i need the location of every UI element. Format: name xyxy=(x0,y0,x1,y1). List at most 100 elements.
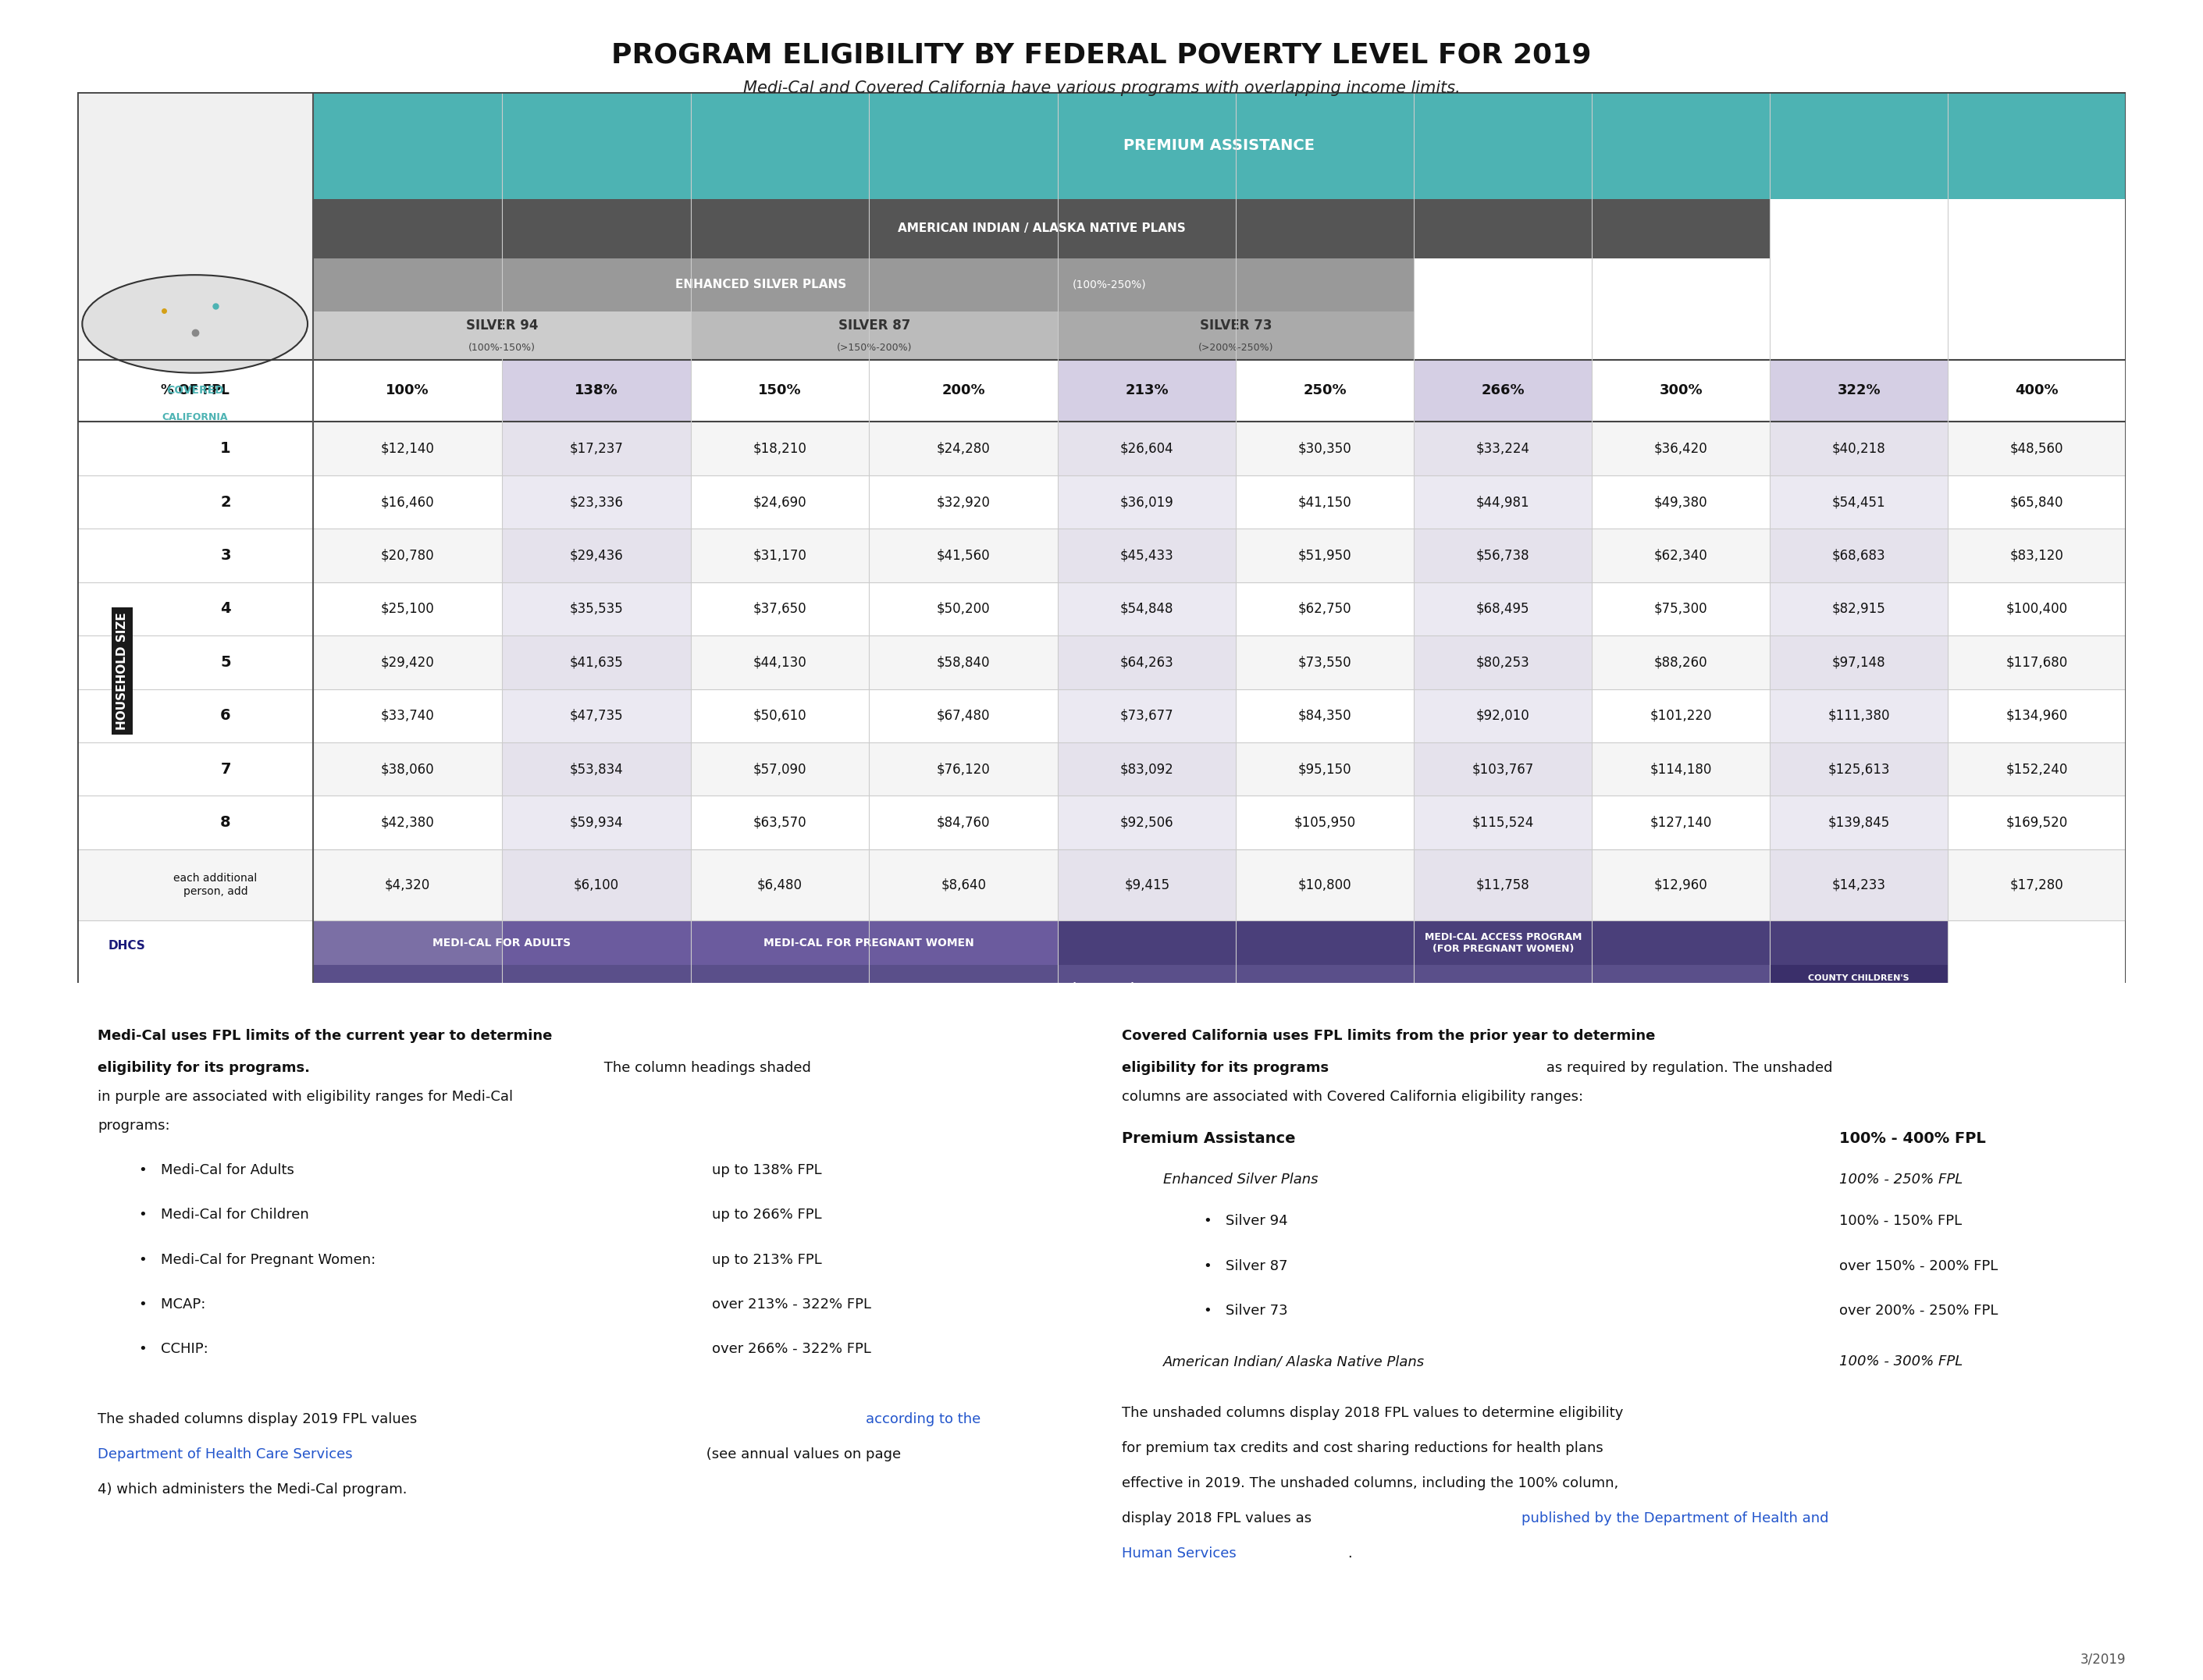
Bar xyxy=(313,635,2126,689)
Bar xyxy=(1769,964,1947,1010)
Bar xyxy=(313,475,2126,529)
Text: $9,415: $9,415 xyxy=(1124,879,1170,892)
Text: PROGRAM ELIGIBILITY BY FEDERAL POVERTY LEVEL FOR 2019: PROGRAM ELIGIBILITY BY FEDERAL POVERTY L… xyxy=(612,42,1591,69)
Text: HOUSEHOLD SIZE: HOUSEHOLD SIZE xyxy=(117,612,128,731)
Bar xyxy=(1057,796,1236,850)
Text: $14,233: $14,233 xyxy=(1833,879,1886,892)
Circle shape xyxy=(82,276,308,373)
Text: •   Medi-Cal for Children: • Medi-Cal for Children xyxy=(139,1208,308,1221)
Text: $32,920: $32,920 xyxy=(936,496,991,509)
Bar xyxy=(1414,583,1593,635)
Bar xyxy=(77,635,313,689)
Text: 150%: 150% xyxy=(758,383,802,398)
Text: effective in 2019. The unshaded columns, including the 100% column,: effective in 2019. The unshaded columns,… xyxy=(1121,1477,1619,1490)
Bar xyxy=(77,689,313,743)
Text: $6,100: $6,100 xyxy=(573,879,619,892)
Text: MEDI-CAL FOR KIDS (0-18 yrs.): MEDI-CAL FOR KIDS (0-18 yrs.) xyxy=(947,981,1135,993)
Text: up to 138% FPL: up to 138% FPL xyxy=(712,1163,822,1178)
Bar xyxy=(502,743,692,796)
Bar xyxy=(1769,796,1947,850)
Text: $82,915: $82,915 xyxy=(1833,601,1886,617)
Bar xyxy=(77,475,313,529)
Text: $84,350: $84,350 xyxy=(1298,709,1353,722)
Text: MEDI-CAL FOR ADULTS: MEDI-CAL FOR ADULTS xyxy=(432,937,571,948)
Text: $83,092: $83,092 xyxy=(1119,763,1174,776)
Text: $44,981: $44,981 xyxy=(1476,496,1529,509)
Text: (100%-250%): (100%-250%) xyxy=(1073,279,1146,291)
Text: $92,506: $92,506 xyxy=(1119,815,1174,830)
Bar xyxy=(77,796,313,850)
Text: $92,010: $92,010 xyxy=(1476,709,1529,722)
Text: $38,060: $38,060 xyxy=(381,763,434,776)
Text: $36,420: $36,420 xyxy=(1654,442,1707,455)
Text: 250%: 250% xyxy=(1304,383,1346,398)
Text: according to the: according to the xyxy=(866,1413,980,1426)
Text: $51,950: $51,950 xyxy=(1298,548,1353,563)
Bar xyxy=(77,921,313,1010)
Bar xyxy=(313,311,692,360)
Text: 4: 4 xyxy=(220,601,231,617)
Text: $58,840: $58,840 xyxy=(936,655,989,669)
Text: $152,240: $152,240 xyxy=(2007,763,2069,776)
Text: (see annual values on page: (see annual values on page xyxy=(703,1446,901,1462)
Bar xyxy=(1769,743,1947,796)
Bar xyxy=(1057,360,1236,422)
Bar xyxy=(1414,475,1593,529)
Bar xyxy=(1414,850,1593,921)
Text: $103,767: $103,767 xyxy=(1472,763,1533,776)
Text: $47,735: $47,735 xyxy=(571,709,623,722)
Text: up to 213% FPL: up to 213% FPL xyxy=(712,1253,822,1267)
Bar xyxy=(502,360,692,422)
Text: eligibility for its programs.: eligibility for its programs. xyxy=(97,1062,311,1075)
Text: $125,613: $125,613 xyxy=(1828,763,1890,776)
Bar xyxy=(1057,475,1236,529)
Text: 400%: 400% xyxy=(2016,383,2058,398)
Text: $49,380: $49,380 xyxy=(1654,496,1707,509)
Text: $169,520: $169,520 xyxy=(2007,815,2069,830)
Bar xyxy=(77,529,313,583)
Text: $41,560: $41,560 xyxy=(936,548,989,563)
Bar xyxy=(313,743,2126,796)
Text: The shaded columns display 2019 FPL values: The shaded columns display 2019 FPL valu… xyxy=(97,1413,421,1426)
Text: $50,610: $50,610 xyxy=(753,709,806,722)
Text: % OF FPL: % OF FPL xyxy=(161,383,229,398)
Bar xyxy=(1057,635,1236,689)
Text: up to 266% FPL: up to 266% FPL xyxy=(712,1208,822,1221)
Text: $29,420: $29,420 xyxy=(381,655,434,669)
Text: $35,535: $35,535 xyxy=(571,601,623,617)
Text: $18,210: $18,210 xyxy=(753,442,806,455)
Bar xyxy=(1414,422,1593,475)
Text: $117,680: $117,680 xyxy=(2007,655,2069,669)
Text: $114,180: $114,180 xyxy=(1650,763,1712,776)
Text: $40,218: $40,218 xyxy=(1833,442,1886,455)
Text: Department of Health Care Services: Department of Health Care Services xyxy=(97,1446,352,1462)
Text: 3/2019: 3/2019 xyxy=(2080,1653,2126,1667)
Text: American Indian/ Alaska Native Plans: American Indian/ Alaska Native Plans xyxy=(1163,1354,1425,1369)
Bar xyxy=(313,689,2126,743)
Text: $45,433: $45,433 xyxy=(1119,548,1174,563)
Text: $6,480: $6,480 xyxy=(758,879,802,892)
Text: Enhanced Silver Plans: Enhanced Silver Plans xyxy=(1163,1173,1317,1186)
Text: $65,840: $65,840 xyxy=(2009,496,2064,509)
Text: $80,253: $80,253 xyxy=(1476,655,1529,669)
Text: $95,150: $95,150 xyxy=(1298,763,1353,776)
Text: $37,650: $37,650 xyxy=(753,601,806,617)
Text: $54,848: $54,848 xyxy=(1121,601,1174,617)
Text: in purple are associated with eligibility ranges for Medi-Cal: in purple are associated with eligibilit… xyxy=(97,1090,513,1104)
Text: $62,340: $62,340 xyxy=(1654,548,1707,563)
Bar xyxy=(313,200,1769,259)
Text: $24,280: $24,280 xyxy=(936,442,991,455)
Text: 100% - 400% FPL: 100% - 400% FPL xyxy=(1840,1131,1985,1146)
Text: $41,635: $41,635 xyxy=(571,655,623,669)
Bar xyxy=(502,850,692,921)
Text: $26,604: $26,604 xyxy=(1119,442,1174,455)
Text: $12,140: $12,140 xyxy=(381,442,434,455)
Text: $83,120: $83,120 xyxy=(2009,548,2064,563)
Bar xyxy=(502,689,692,743)
Bar xyxy=(1769,635,1947,689)
Text: eligibility for its programs: eligibility for its programs xyxy=(1121,1062,1328,1075)
Text: $67,480: $67,480 xyxy=(936,709,989,722)
Text: $17,280: $17,280 xyxy=(2009,879,2064,892)
Bar xyxy=(1057,921,1947,964)
Bar xyxy=(1057,311,1414,360)
